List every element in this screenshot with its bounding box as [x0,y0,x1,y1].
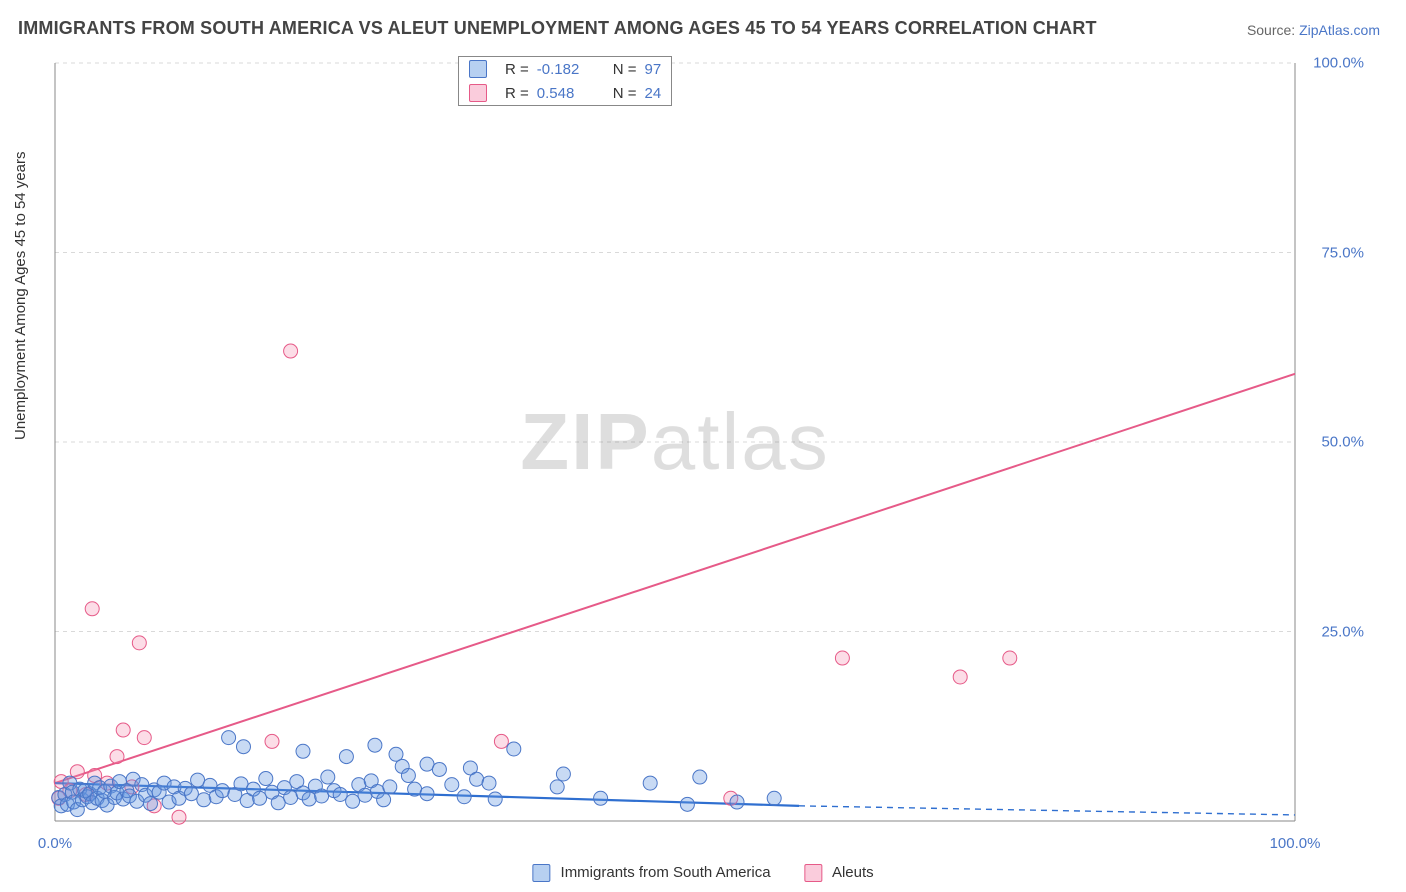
legend-label: Immigrants from South America [561,864,771,881]
stat-r-value: 0.548 [537,85,593,102]
source-attribution: Source: ZipAtlas.com [1247,22,1380,38]
stat-n-label: N = [613,61,637,78]
stat-n-value: 24 [645,85,662,102]
y-tick-label: 100.0% [1313,55,1364,72]
stat-n-label: N = [613,85,637,102]
source-value: ZipAtlas.com [1299,22,1380,38]
series-legend: Immigrants from South America Aleuts [532,864,873,882]
y-axis-label: Unemployment Among Ages 45 to 54 years [12,151,29,440]
chart-title: IMMIGRANTS FROM SOUTH AMERICA VS ALEUT U… [18,18,1097,39]
legend-item: Aleuts [805,864,874,882]
x-tick-label: 0.0% [38,835,72,852]
source-label: Source: [1247,22,1299,38]
stat-r-value: -0.182 [537,61,593,78]
stat-legend: R = -0.182 N = 97 R = 0.548 N = 24 [458,56,672,106]
stat-r-label: R = [505,61,529,78]
stat-n-value: 97 [645,61,662,78]
swatch-icon [532,864,550,882]
x-tick-label: 100.0% [1270,835,1321,852]
chart-svg [50,58,1300,826]
legend-label: Aleuts [832,864,874,881]
stat-legend-row: R = -0.182 N = 97 [459,57,671,81]
legend-item: Immigrants from South America [532,864,770,882]
stat-r-label: R = [505,85,529,102]
swatch-icon [469,84,487,102]
y-tick-label: 25.0% [1321,623,1364,640]
swatch-icon [805,864,823,882]
y-tick-label: 50.0% [1321,434,1364,451]
stat-legend-row: R = 0.548 N = 24 [459,81,671,105]
swatch-icon [469,60,487,78]
y-tick-label: 75.0% [1321,244,1364,261]
plot-area: ZIPatlas 25.0%50.0%75.0%100.0%0.0%100.0% [50,58,1300,826]
